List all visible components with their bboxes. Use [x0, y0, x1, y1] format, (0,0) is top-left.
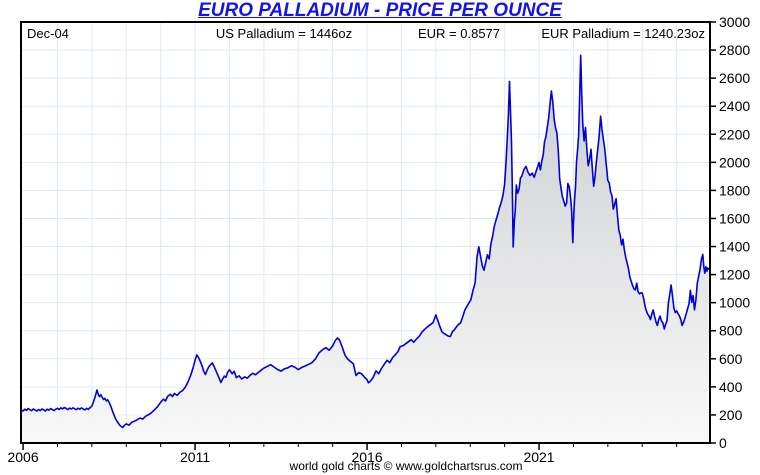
y-axis-label: 200	[719, 407, 743, 423]
y-axis-label: 400	[719, 379, 743, 395]
plot-border	[20, 21, 711, 444]
x-axis-label: 2016	[351, 449, 382, 465]
y-axis-label: 800	[719, 323, 743, 339]
y-axis-label: 1200	[719, 267, 750, 283]
y-axis-label: 2600	[719, 70, 750, 86]
y-axis-label: 2400	[719, 98, 750, 114]
chart-title: EURO PALLADIUM - PRICE PER OUNCE	[198, 0, 562, 21]
source-attribution: world gold charts © www.goldchartsrus.co…	[289, 459, 523, 473]
y-axis-label: 1800	[719, 182, 750, 198]
y-axis-label: 600	[719, 351, 743, 367]
price-line	[20, 54, 710, 429]
y-axis-label: 2800	[719, 42, 750, 58]
y-axis-label: 0	[719, 435, 727, 451]
y-axis-label: 1600	[719, 210, 750, 226]
x-axis-label: 2006	[7, 449, 38, 465]
y-axis-label: 1400	[719, 239, 750, 255]
eur-palladium-quote: EUR Palladium = 1240.23oz	[541, 26, 705, 41]
y-axis-label: 2000	[719, 154, 750, 170]
x-axis-label: 2021	[523, 449, 554, 465]
current-date-label: Dec-04	[27, 26, 69, 41]
y-axis-label: 2200	[719, 126, 750, 142]
x-axis-label: 2011	[180, 449, 210, 465]
eur-rate-quote: EUR = 0.8577	[417, 26, 501, 41]
y-axis-label: 3000	[719, 14, 750, 30]
us-palladium-quote: US Palladium = 1446oz	[215, 26, 353, 41]
price-area-fill	[21, 55, 709, 444]
y-axis-label: 1000	[719, 295, 750, 311]
